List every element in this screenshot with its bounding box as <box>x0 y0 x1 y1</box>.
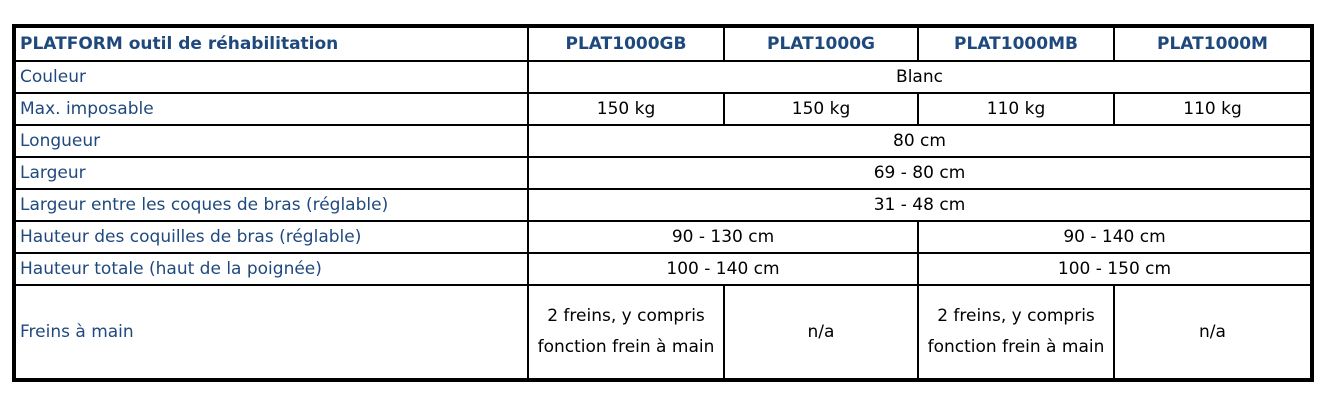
header-row: PLATFORM outil de réhabilitation PLAT100… <box>13 25 1313 62</box>
row-label: Hauteur totale (haut de la poignée) <box>13 252 529 286</box>
table-row: Longueur 80 cm <box>13 124 1313 158</box>
cell-value: n/a <box>1113 284 1313 381</box>
table-row: Couleur Blanc <box>13 60 1313 94</box>
cell-value: 80 cm <box>527 124 1313 158</box>
row-label: Largeur <box>13 156 529 190</box>
spec-table: PLATFORM outil de réhabilitation PLAT100… <box>12 24 1314 382</box>
cell-value: 90 - 130 cm <box>527 220 919 254</box>
cell-value: 2 freins, y compris fonction frein à mai… <box>527 284 725 381</box>
row-label: Hauteur des coquilles de bras (réglable) <box>13 220 529 254</box>
table-row: Max. imposable 150 kg 150 kg 110 kg 110 … <box>13 92 1313 126</box>
model-header: PLAT1000GB <box>527 25 725 62</box>
cell-value: 69 - 80 cm <box>527 156 1313 190</box>
cell-value: 100 - 140 cm <box>527 252 919 286</box>
table-row: Freins à main 2 freins, y compris foncti… <box>13 284 1313 381</box>
cell-value: 110 kg <box>917 92 1115 126</box>
cell-value: 110 kg <box>1113 92 1313 126</box>
table-title: PLATFORM outil de réhabilitation <box>13 25 529 62</box>
row-label: Max. imposable <box>13 92 529 126</box>
cell-value: n/a <box>723 284 919 381</box>
cell-value: 150 kg <box>723 92 919 126</box>
row-label: Longueur <box>13 124 529 158</box>
cell-value: 150 kg <box>527 92 725 126</box>
cell-value: Blanc <box>527 60 1313 94</box>
row-label: Largeur entre les coques de bras (réglab… <box>13 188 529 222</box>
cell-value: 2 freins, y compris fonction frein à mai… <box>917 284 1115 381</box>
table-row: Largeur 69 - 80 cm <box>13 156 1313 190</box>
row-label: Couleur <box>13 60 529 94</box>
model-header: PLAT1000M <box>1113 25 1313 62</box>
cell-value: 90 - 140 cm <box>917 220 1313 254</box>
cell-value: 31 - 48 cm <box>527 188 1313 222</box>
model-header: PLAT1000G <box>723 25 919 62</box>
model-header: PLAT1000MB <box>917 25 1115 62</box>
cell-value: 100 - 150 cm <box>917 252 1313 286</box>
row-label: Freins à main <box>13 284 529 381</box>
table-row: Hauteur des coquilles de bras (réglable)… <box>13 220 1313 254</box>
table-row: Largeur entre les coques de bras (réglab… <box>13 188 1313 222</box>
table-row: Hauteur totale (haut de la poignée) 100 … <box>13 252 1313 286</box>
